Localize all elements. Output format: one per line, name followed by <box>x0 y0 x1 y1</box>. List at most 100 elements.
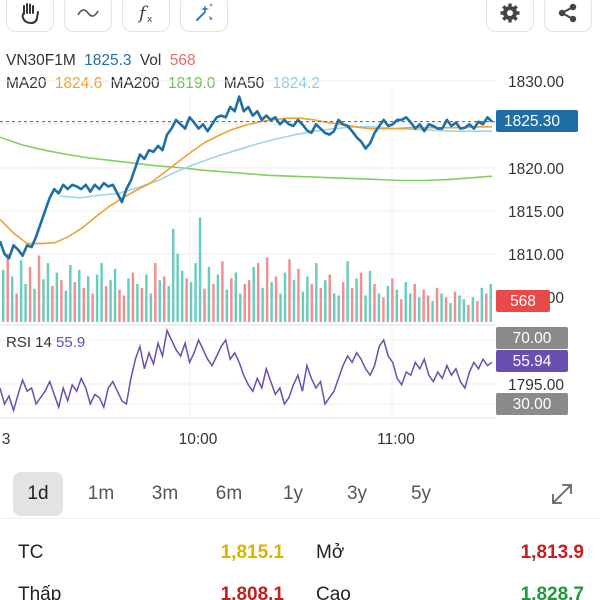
ma200-label: MA200 <box>110 75 160 92</box>
volume-bar <box>243 284 246 322</box>
ma20-label: MA20 <box>6 75 47 92</box>
volume-bar <box>435 287 439 322</box>
volume-bar <box>431 301 434 322</box>
volume-bar <box>476 301 479 322</box>
volume-bar <box>274 276 278 322</box>
volume-bar <box>189 282 193 322</box>
function-icon: f x <box>137 3 153 25</box>
volume-bar <box>6 253 9 322</box>
volume-bar <box>332 293 336 322</box>
thap-label: Thấp <box>18 584 62 600</box>
symbol-label: VN30F1M <box>6 52 76 69</box>
volume-bar <box>140 287 144 322</box>
period-1m[interactable]: 1m <box>87 483 115 504</box>
indicators-button[interactable]: f x <box>122 0 170 32</box>
draw-line-button[interactable] <box>64 0 112 32</box>
share-icon <box>558 3 577 23</box>
volume-bar <box>127 278 130 322</box>
volume-bar <box>203 288 206 322</box>
volume-bar <box>350 287 354 322</box>
volume-bar <box>86 276 90 322</box>
magic-button[interactable] <box>180 0 228 32</box>
volume-bar <box>73 282 77 322</box>
volume-bar <box>109 280 112 322</box>
volume-bar <box>216 274 220 322</box>
rsi-value: 55.9 <box>56 334 86 351</box>
ma50-label: MA50 <box>223 75 265 92</box>
settings-button[interactable] <box>486 0 534 32</box>
volume-bar <box>288 259 291 322</box>
rsi-legend: RSI 14 55.9 <box>6 334 89 351</box>
volume-bar <box>382 297 385 322</box>
rsi-70-badge-bg <box>496 327 568 349</box>
cao-label: Cao <box>316 584 351 600</box>
volume-bar <box>364 295 367 322</box>
volume-bar <box>301 291 305 322</box>
volume-bar <box>346 261 349 322</box>
volume-bar <box>413 284 416 322</box>
rsi-30-badge-bg <box>496 393 568 415</box>
volume-bar <box>15 293 18 322</box>
volume-bar <box>306 276 309 322</box>
volume-bar <box>136 284 139 322</box>
volume-bar <box>310 284 314 322</box>
volume-bar <box>252 266 255 322</box>
volume-bar <box>422 289 425 322</box>
hand-icon <box>21 3 39 25</box>
period-5y[interactable]: 5y <box>410 483 432 504</box>
ma200-line <box>0 136 493 182</box>
expand-icon[interactable] <box>548 480 576 508</box>
mo-value: 1,813.9 <box>520 542 584 563</box>
period-6m[interactable]: 6m <box>215 483 243 504</box>
volume-bar <box>386 285 390 322</box>
volume-bar <box>95 274 99 322</box>
period-3m[interactable]: 3m <box>151 483 179 504</box>
period-1d[interactable]: 1d <box>13 472 63 516</box>
x-tick-label: 11:00 <box>377 431 415 448</box>
volume-bar <box>234 272 238 322</box>
magic-wand-icon <box>196 3 213 21</box>
volume-bar <box>230 278 233 322</box>
volume-bar <box>359 272 363 322</box>
period-3y[interactable]: 3y <box>346 483 368 504</box>
y-tick-label: 1830.00 <box>508 74 564 91</box>
ma50-value: 1824.2 <box>272 75 320 92</box>
ma20-value: 1824.6 <box>54 75 103 92</box>
volume-bar <box>225 289 229 322</box>
volume-bar <box>355 278 358 322</box>
volume-bar <box>489 284 492 322</box>
rsi-30-badge: 30.00 <box>513 396 552 413</box>
volume-bar <box>24 284 27 322</box>
volume-bar <box>207 266 211 322</box>
volume-bar <box>485 293 488 322</box>
volume-bar <box>261 287 264 322</box>
volume-bar <box>28 266 32 322</box>
volume-bar <box>185 278 188 322</box>
volume-bar <box>453 291 457 322</box>
volume-bar <box>328 274 331 322</box>
volume-bar <box>91 293 94 322</box>
price-chart[interactable]: 1830.001825.001820.001815.001810.001805.… <box>0 40 600 460</box>
period-1y[interactable]: 1y <box>282 483 304 504</box>
volume-bar <box>131 272 135 322</box>
ma-legend: MA20 1824.6 MA200 1819.0 MA50 1824.2 <box>6 75 324 93</box>
volume-bar <box>440 293 443 322</box>
vol-badge: 568 <box>510 293 536 310</box>
volume-bar <box>64 290 68 322</box>
cao-value: 1,828.7 <box>520 584 584 600</box>
hand-tool-button[interactable] <box>6 0 54 32</box>
volume-bar <box>417 297 421 322</box>
volume-bar <box>337 295 340 322</box>
volume-bar <box>10 276 14 322</box>
price-legend: VN30F1M 1825.3 Vol 568 <box>6 52 200 70</box>
svg-text:x: x <box>147 15 153 25</box>
volume-bar <box>176 253 179 322</box>
volume-bar <box>149 293 153 322</box>
volume-bar <box>163 276 166 322</box>
divider <box>0 518 600 519</box>
tc-value: 1,815.1 <box>220 542 284 563</box>
volume-bar <box>341 282 345 322</box>
last-price-badge: 1825.30 <box>504 113 560 130</box>
share-button[interactable] <box>544 0 592 32</box>
volume-bar <box>82 287 85 322</box>
